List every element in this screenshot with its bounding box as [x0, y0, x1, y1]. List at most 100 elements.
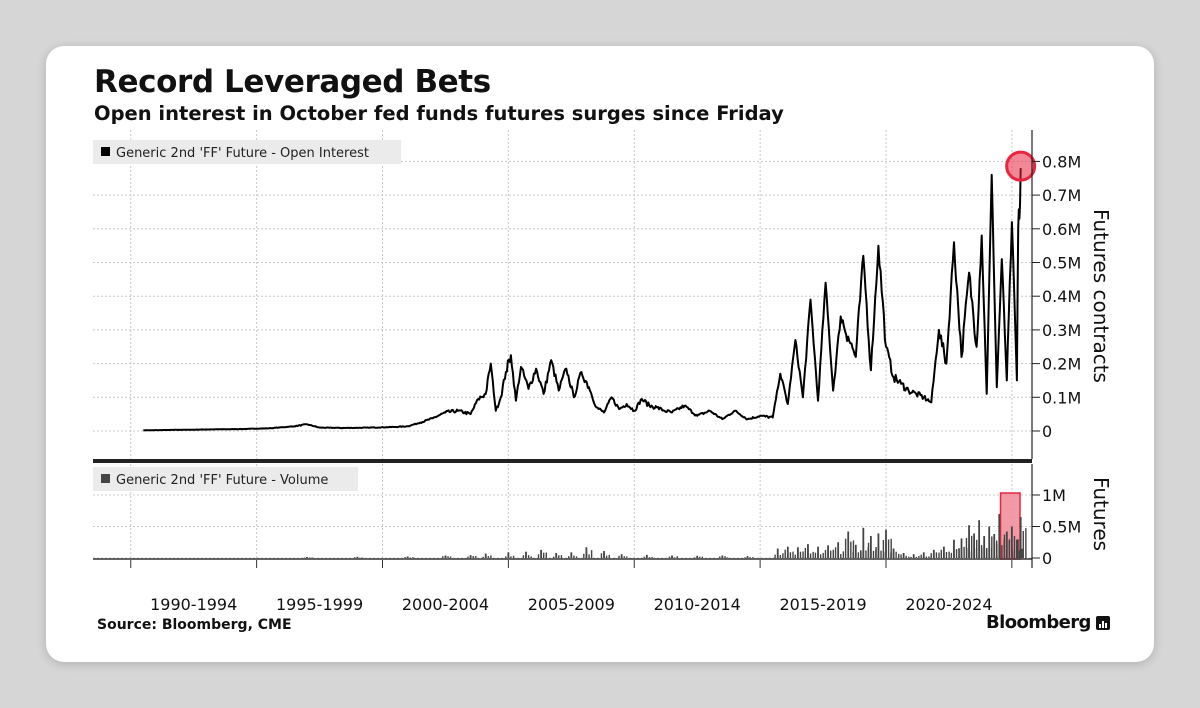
volume-bar	[1013, 551, 1015, 558]
volume-bar	[824, 549, 827, 558]
volume-bar	[860, 550, 862, 558]
volume-bar	[590, 550, 593, 558]
volume-bar	[968, 525, 970, 558]
volume-bar	[693, 557, 696, 558]
chart-subtitle: Open interest in October fed funds futur…	[94, 102, 784, 125]
volume-bar	[817, 553, 819, 558]
volume-bar	[822, 552, 824, 558]
volume-bar	[948, 551, 950, 558]
volume-bar	[953, 550, 955, 558]
volume-bar	[701, 556, 704, 558]
volume-bar	[960, 547, 963, 558]
volume-bar	[482, 556, 484, 558]
volume-bar	[930, 553, 932, 558]
volume-bar	[573, 555, 575, 558]
volume-bar	[1008, 540, 1010, 558]
volume-bar	[852, 540, 855, 558]
volume-bar	[799, 551, 802, 558]
volume-bar	[963, 546, 965, 558]
volume-bar	[555, 552, 558, 558]
volume-bar	[1013, 536, 1016, 558]
volume-bar	[412, 557, 414, 558]
volume-bar	[905, 555, 907, 558]
volume-bar	[651, 556, 653, 558]
volume-bar	[1017, 539, 1019, 558]
volume-bar	[530, 556, 532, 558]
y-tick-label: 0	[1042, 422, 1052, 441]
volume-bar	[877, 545, 880, 558]
volume-bar	[968, 544, 970, 558]
volume-bar	[807, 549, 809, 558]
volume-bar	[943, 550, 945, 558]
volume-bar	[777, 555, 779, 558]
volume-bar	[779, 554, 782, 558]
y-tick-label: 0.2M	[1042, 355, 1081, 374]
y-axis-label-open-interest: Futures contracts	[1089, 209, 1113, 383]
volume-bar	[1005, 531, 1008, 558]
volume-bar	[920, 554, 922, 558]
volume-bar	[469, 556, 472, 558]
volume-bar	[583, 553, 585, 558]
volume-bar	[354, 557, 356, 558]
volume-bar	[892, 552, 895, 558]
volume-bar	[447, 556, 449, 558]
volume-bar	[902, 552, 905, 558]
volume-bar	[840, 554, 842, 558]
volume-bar	[570, 556, 573, 558]
volume-bar	[558, 555, 560, 558]
volume-bar	[487, 556, 490, 558]
volume-bar	[575, 556, 578, 558]
volume-bar	[945, 552, 948, 558]
volume-bar	[869, 535, 872, 558]
brand-name: Bloomberg	[986, 612, 1091, 633]
volume-bar	[784, 549, 786, 558]
volume-bar	[776, 548, 779, 558]
volume-bar	[912, 554, 915, 558]
volume-bar	[1018, 550, 1021, 558]
volume-bar	[406, 557, 409, 558]
volume-bar	[1003, 539, 1005, 558]
volume-bar	[895, 551, 897, 558]
volume-bar	[867, 547, 869, 558]
volume-bar	[626, 556, 628, 558]
volume-bar	[872, 550, 875, 558]
axes: 0 0.1M 0.2M 0.3M 0.4M 0.5M 0.6M 0.7M 0.8M 0 0.5M 1…	[150, 130, 1113, 614]
volume-bar	[623, 556, 625, 558]
volume-bar	[885, 542, 887, 558]
volume-bar	[308, 557, 311, 558]
x-tick-label: 2005-2009	[528, 595, 615, 614]
volume-bar	[809, 553, 812, 558]
volume-bar	[789, 552, 792, 558]
volume-bar	[1021, 548, 1023, 558]
volume-bar	[752, 557, 754, 558]
volume-bar	[950, 552, 953, 558]
volume-bar	[522, 555, 525, 558]
volume-bar	[603, 554, 605, 558]
volume-bar	[842, 551, 845, 558]
volume-bar	[782, 553, 784, 558]
volume-bar	[442, 556, 444, 558]
volume-bar	[490, 555, 492, 558]
volume-bar	[671, 556, 673, 558]
volume-bar	[620, 556, 623, 558]
volume-bar	[1006, 551, 1008, 558]
volume-bar	[875, 549, 877, 558]
volume-bar	[978, 544, 980, 558]
volume-bar	[928, 556, 930, 558]
volume-bar	[832, 549, 834, 558]
volume-bar	[802, 551, 804, 558]
volume-bar	[774, 554, 776, 558]
volume-bar	[812, 551, 814, 558]
volume-bar	[804, 548, 807, 558]
volume-bar	[978, 520, 981, 558]
volume-bar	[918, 555, 920, 558]
volume-bar	[306, 557, 308, 559]
legend-open-interest: Generic 2nd 'FF' Future - Open Interest	[116, 146, 369, 161]
legend-swatch-volume	[101, 474, 110, 483]
volume-bar	[1011, 549, 1013, 558]
y-axis-label-volume: Futures	[1089, 477, 1113, 551]
volume-bar	[1019, 528, 1022, 558]
volume-bar	[975, 548, 978, 558]
y-tick-label: 0.7M	[1042, 186, 1081, 205]
bloomberg-logo: Bloomberg	[986, 612, 1110, 633]
